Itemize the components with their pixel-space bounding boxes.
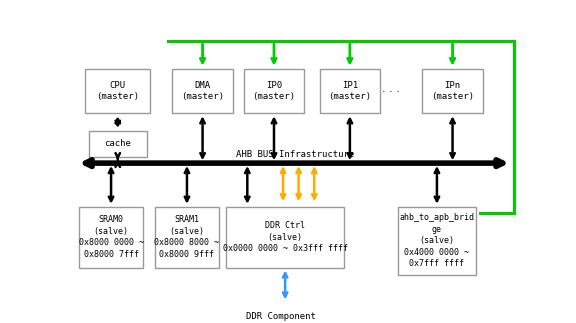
Text: cache: cache bbox=[104, 139, 131, 148]
Bar bbox=[320, 68, 380, 113]
Text: DDR Ctrl
(salve)
0x0000 0000 ~ 0x3fff ffff: DDR Ctrl (salve) 0x0000 0000 ~ 0x3fff ff… bbox=[223, 221, 348, 253]
Text: . . .: . . . bbox=[382, 84, 400, 93]
Bar bbox=[241, 302, 321, 323]
Bar bbox=[244, 68, 304, 113]
Bar bbox=[79, 207, 143, 267]
Bar bbox=[154, 207, 219, 267]
Text: DDR Component: DDR Component bbox=[246, 312, 316, 321]
Text: DMA
(master): DMA (master) bbox=[181, 81, 224, 101]
Text: IPn
(master): IPn (master) bbox=[431, 81, 474, 101]
Text: ahb_to_apb_brid
ge
(salve)
0x4000 0000 ~
0x7fff ffff: ahb_to_apb_brid ge (salve) 0x4000 0000 ~… bbox=[399, 214, 475, 268]
Bar bbox=[85, 68, 150, 113]
Text: IP0
(master): IP0 (master) bbox=[252, 81, 295, 101]
Bar bbox=[398, 207, 476, 275]
Text: AHB BUS Infrastructure: AHB BUS Infrastructure bbox=[236, 151, 354, 159]
Text: IP1
(master): IP1 (master) bbox=[328, 81, 372, 101]
Text: SRAM1
(salve)
0x8000 8000 ~
0x8000 9fff: SRAM1 (salve) 0x8000 8000 ~ 0x8000 9fff bbox=[154, 215, 219, 259]
Text: SRAM0
(salve)
0x8000 0000 ~
0x8000 7fff: SRAM0 (salve) 0x8000 0000 ~ 0x8000 7fff bbox=[78, 215, 143, 259]
Bar bbox=[172, 68, 233, 113]
Bar bbox=[226, 207, 344, 267]
Text: CPU
(master): CPU (master) bbox=[96, 81, 139, 101]
Bar bbox=[89, 131, 147, 157]
Bar bbox=[422, 68, 483, 113]
